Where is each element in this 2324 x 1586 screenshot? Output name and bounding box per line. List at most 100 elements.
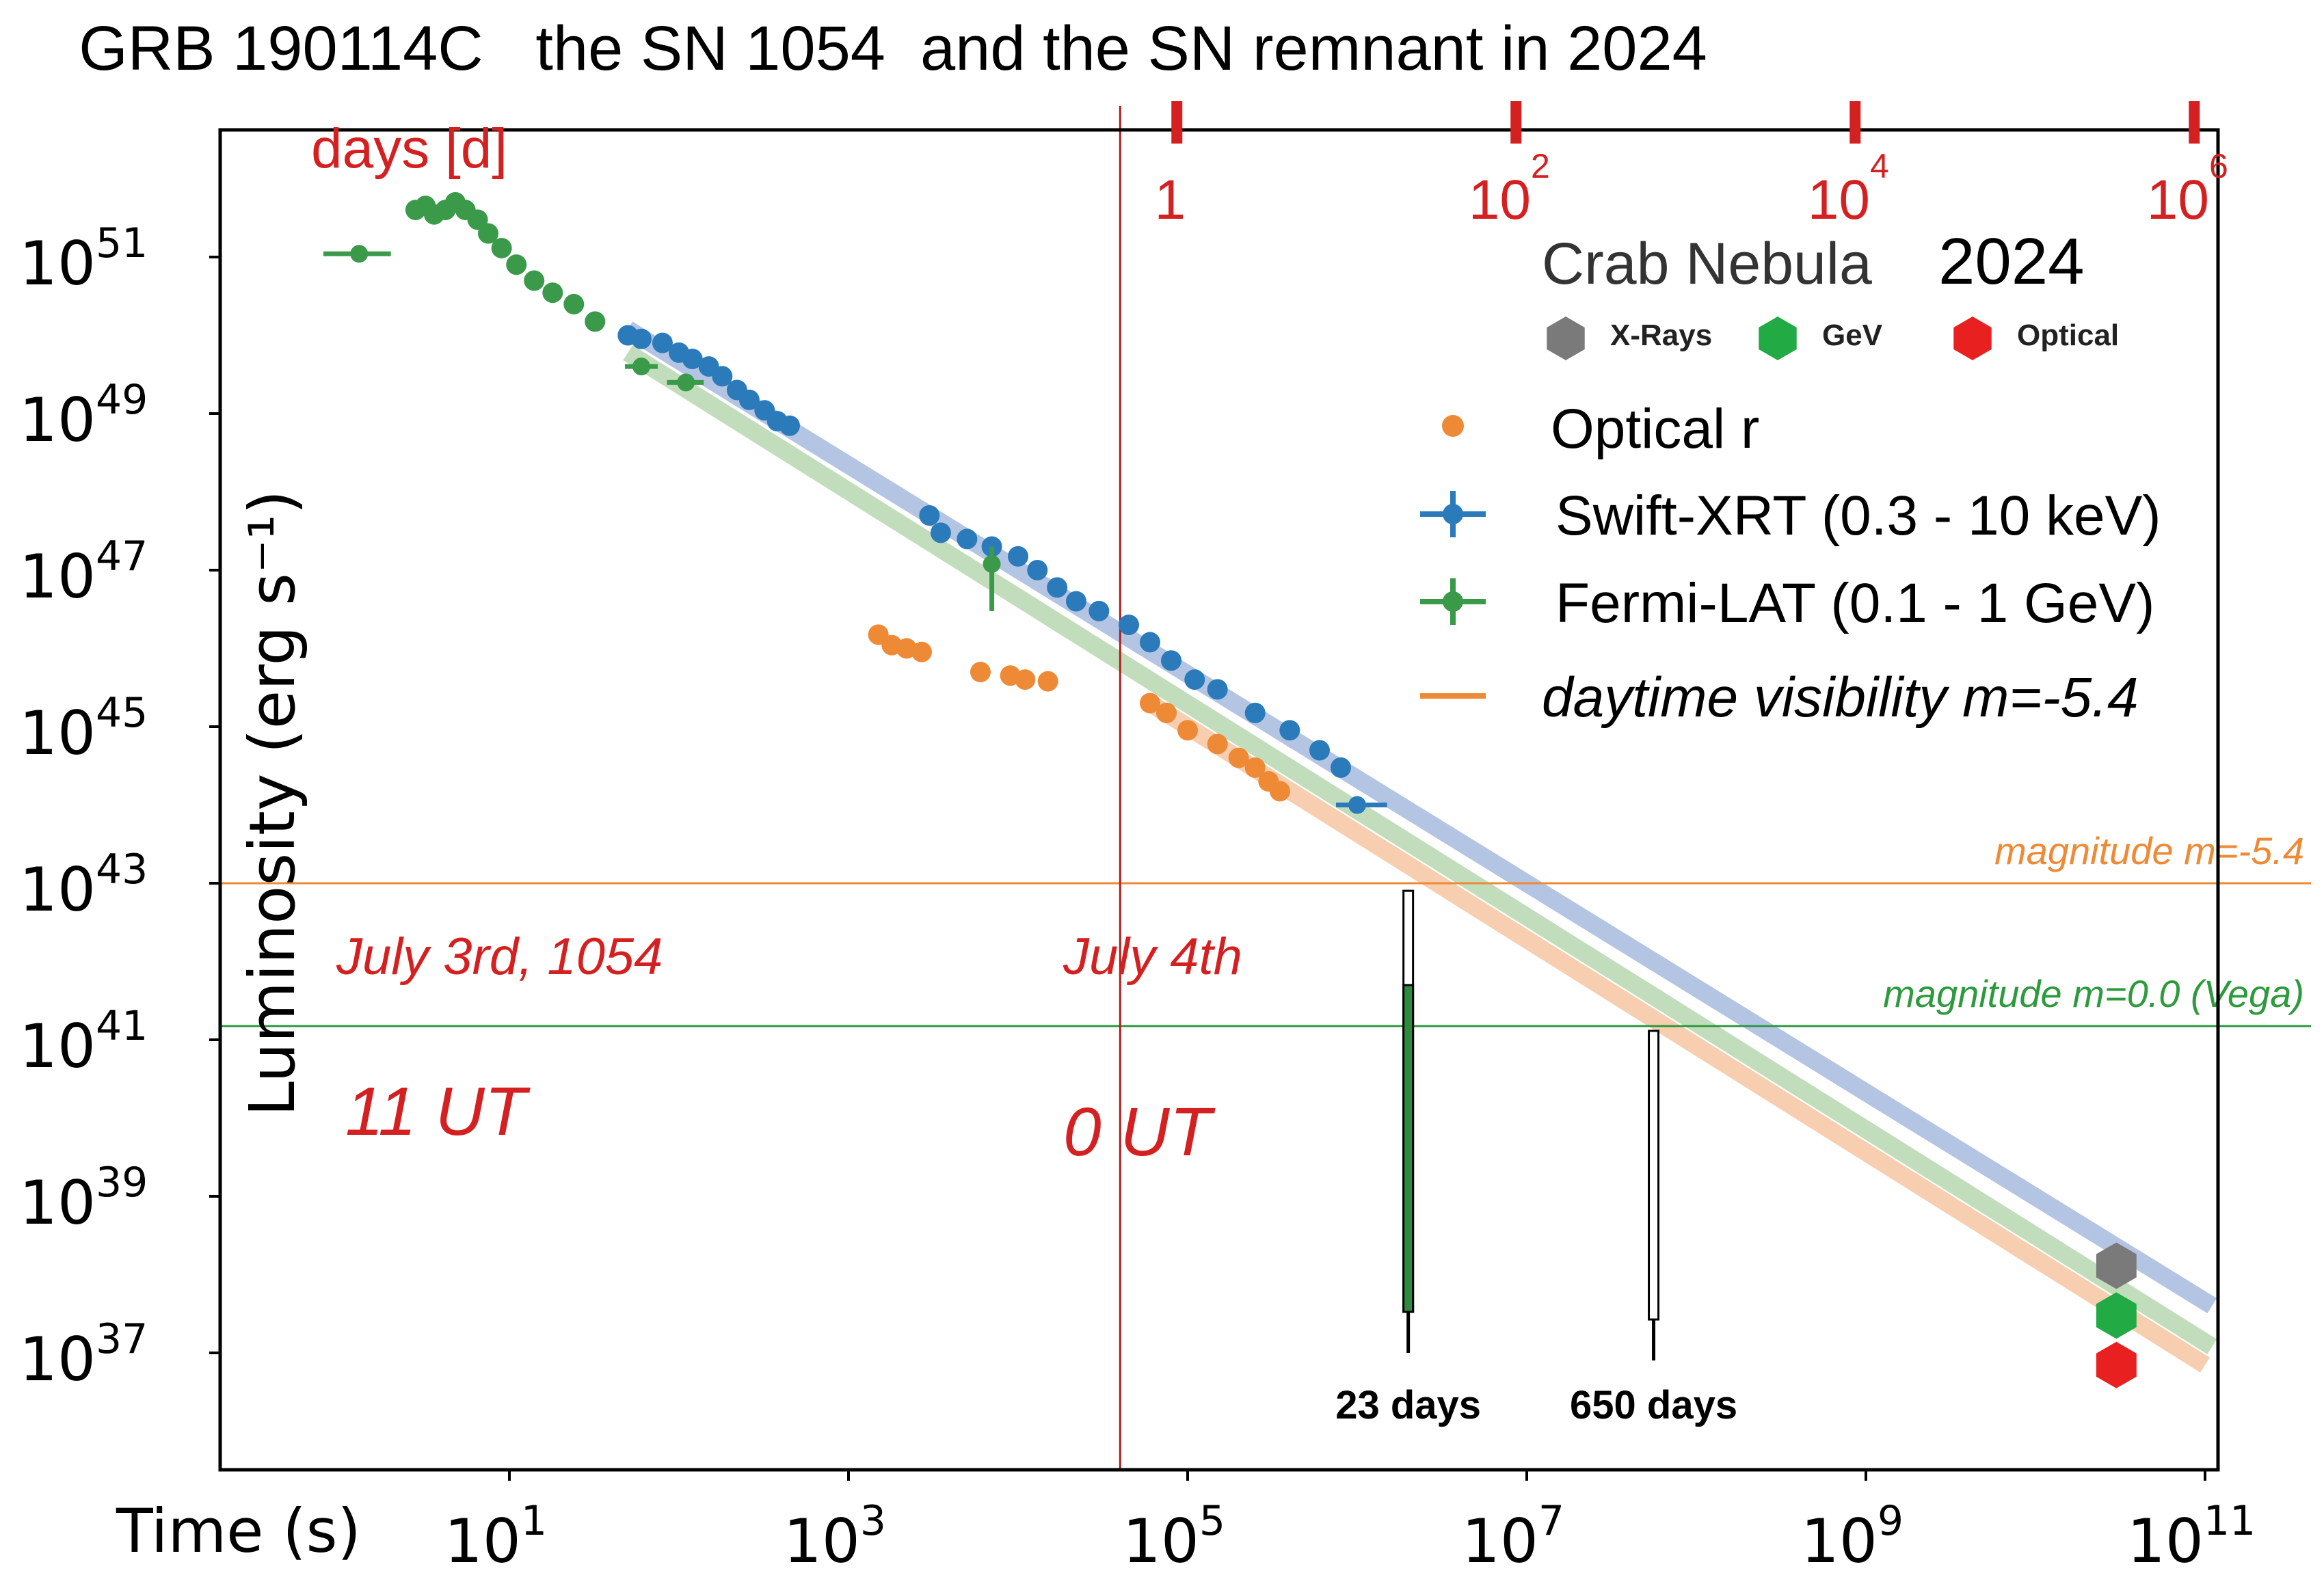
crab-x-rays-point (2096, 1242, 2137, 1289)
point-3-14 (585, 311, 606, 332)
point-3-13 (563, 293, 585, 314)
x-tick-label-1: 101 (444, 1497, 547, 1576)
y-tick-label-7: 1039 (19, 1159, 148, 1238)
crab-legend-year: 2024 (1938, 225, 2085, 298)
top-axis-days: days [d] 1 102 104 106 (311, 101, 2228, 231)
point-2-9 (738, 389, 760, 410)
legend-marker-1 (1442, 415, 1464, 437)
point-2-26 (1207, 679, 1228, 700)
legend: Crab Nebula 2024 X-Rays GeV Optical Optical r… (1420, 225, 2161, 729)
top-tick-3 (1849, 101, 1861, 144)
fit-line-2 (623, 345, 2217, 1354)
point-2-7 (712, 366, 733, 387)
legend-label-2: Swift-XRT (0.3 - 10 keV) (1555, 485, 2161, 547)
point-1-5 (970, 661, 991, 682)
top-tick-label-1: 1 (1154, 169, 1186, 231)
y-tick-label-5: 1043 (19, 846, 148, 925)
point-3-8 (478, 223, 499, 244)
vis-bar-label-1: 23 days (1335, 1383, 1481, 1427)
annotation-1: July 3rd, 1054 (336, 928, 663, 986)
point-2-13 (919, 505, 940, 526)
point-1-4 (911, 641, 932, 662)
y-tick-label-2: 1049 (19, 376, 148, 455)
legend-label-4: daytime visibility m=-5.4 (1542, 667, 2139, 729)
top-tick-2 (1510, 101, 1522, 144)
point-2-30 (1330, 757, 1351, 778)
point-2-19 (1047, 577, 1068, 598)
point-2-14 (930, 522, 951, 543)
crab-legend-label-1: X-Rays (1610, 319, 1712, 352)
point-1-8 (1037, 671, 1058, 692)
chart-title: GRB 190114C the SN 1054 and the SN remna… (79, 14, 1707, 83)
hline-label-2: magnitude m=0.0 (Vega) (1883, 972, 2304, 1015)
point-3-12 (542, 282, 563, 304)
top-tick-label-2: 102 (1469, 147, 1550, 231)
point-2-2 (630, 328, 652, 349)
data-series (323, 191, 1387, 814)
point-2-18 (1027, 560, 1048, 580)
crab-legend-title: Crab Nebula (1542, 231, 1872, 297)
crab-optical-point (2096, 1341, 2137, 1388)
series-2 (617, 325, 1387, 814)
point-2-17 (1008, 546, 1028, 567)
point-1-11 (1177, 720, 1198, 741)
point-1-9 (1139, 693, 1160, 714)
crab-nebula-points (2096, 1242, 2137, 1388)
point-2-23 (1139, 632, 1160, 653)
crab-legend-marker-2 (1759, 317, 1797, 360)
point-1-13 (1228, 747, 1249, 768)
point-2-12 (779, 415, 800, 436)
crab-gev-point (2096, 1292, 2137, 1339)
point-2-25 (1184, 669, 1205, 690)
legend-marker-2 (1443, 504, 1463, 524)
point-2-22 (1118, 615, 1139, 636)
fit-lines (623, 321, 2217, 1373)
point-1-7 (1015, 669, 1036, 690)
point-3-10 (506, 254, 527, 275)
point-3-9 (491, 237, 512, 258)
hline-label-1: magnitude m=-5.4 (1994, 829, 2304, 872)
point-2-20 (1065, 591, 1086, 612)
point-2-24 (1160, 650, 1181, 671)
point-2-27 (1244, 702, 1266, 723)
crab-legend-label-2: GeV (1822, 319, 1883, 352)
point-1-16 (1269, 781, 1290, 802)
annotations: July 3rd, 1054 July 4th 11 UT 0 UT (336, 928, 1242, 1170)
x-tick-label-6: 1011 (2127, 1497, 2256, 1576)
fit-line-3 (1145, 695, 2210, 1373)
crab-legend-marker-1 (1547, 317, 1585, 360)
y-tick-label-6: 1041 (19, 1002, 148, 1081)
crab-legend-marker-3 (1953, 317, 1992, 360)
point-3-11 (524, 270, 545, 291)
y-tick-label-1: 1051 (19, 219, 148, 299)
series-3 (323, 191, 1001, 611)
x-axis-label: Time (s) (116, 1496, 361, 1566)
point-2-5 (682, 348, 703, 369)
legend-label-1: Optical r (1551, 398, 1759, 460)
y-tick-label-8: 1037 (19, 1315, 148, 1395)
top-tick-label-3: 104 (1808, 147, 1889, 231)
annotation-2: July 4th (1063, 928, 1242, 986)
annotation-4: 0 UT (1063, 1094, 1216, 1170)
annotation-3: 11 UT (345, 1073, 531, 1150)
errpoint-3-1 (350, 245, 369, 263)
y-tick-label-3: 1047 (19, 533, 148, 612)
point-2-28 (1279, 720, 1300, 741)
y-axis-label: Luminosity (erg s⁻¹) (236, 490, 309, 1117)
errpoint-3-4 (983, 554, 1001, 573)
series-1 (868, 624, 1290, 802)
top-tick-label-4: 106 (2147, 147, 2228, 231)
point-2-15 (957, 528, 978, 550)
top-tick-4 (2189, 101, 2200, 144)
point-2-29 (1309, 740, 1330, 761)
point-2-21 (1088, 600, 1110, 621)
top-axis-label: days [d] (311, 118, 507, 180)
crab-legend-label-3: Optical (2017, 319, 2119, 352)
vis-bar-fill-1 (1402, 984, 1415, 1313)
y-tick-label-4: 1045 (19, 689, 148, 768)
x-tick-label-2: 103 (784, 1497, 886, 1576)
legend-marker-3 (1443, 591, 1463, 612)
point-2-3 (652, 332, 673, 353)
top-tick-1 (1171, 101, 1183, 144)
